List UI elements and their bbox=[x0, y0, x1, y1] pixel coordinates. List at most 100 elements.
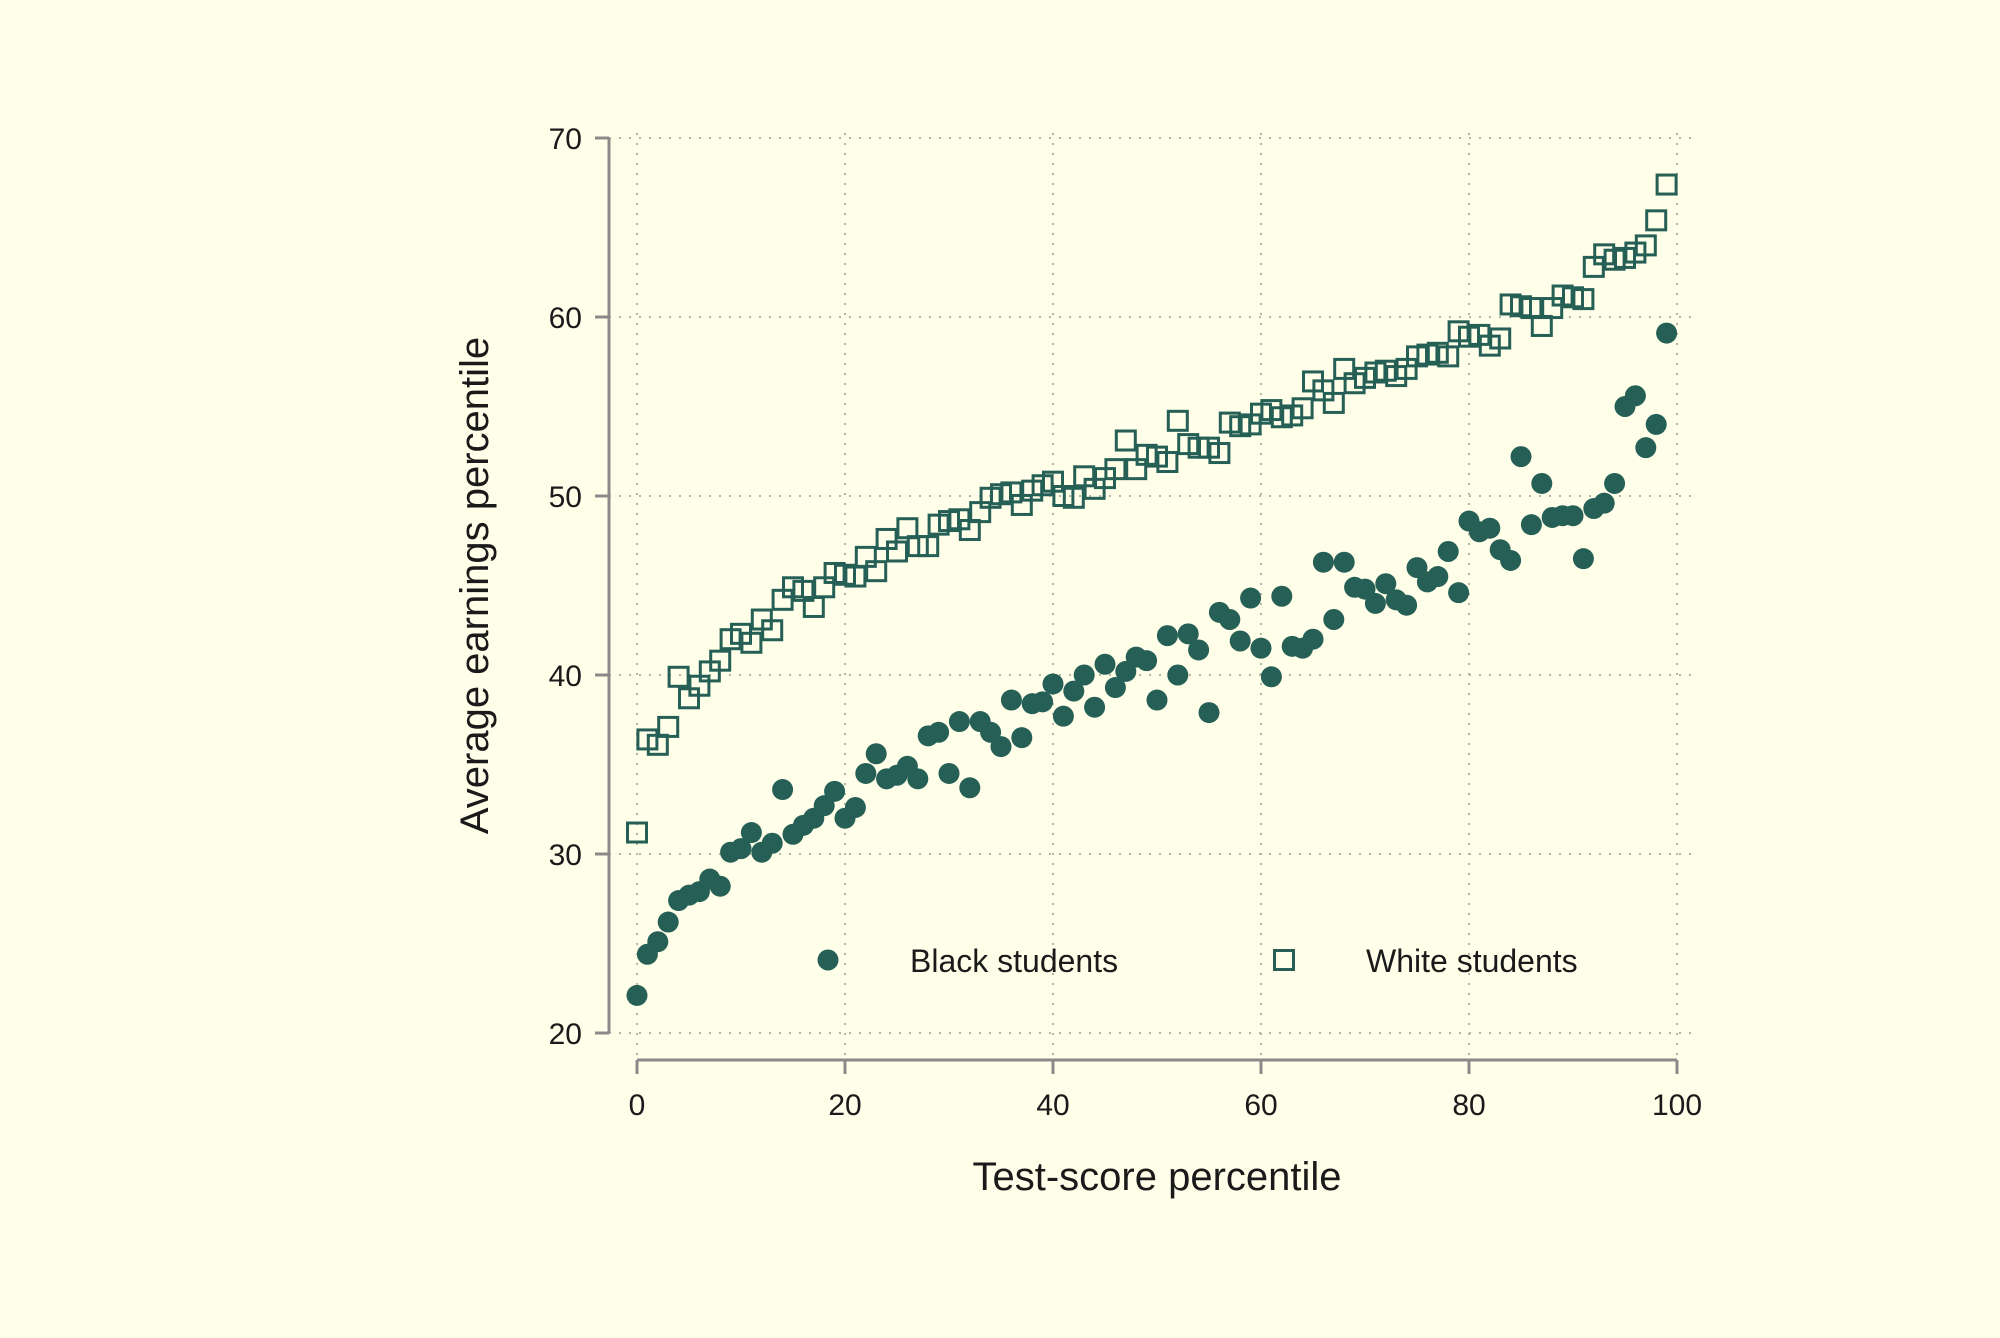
white-student-point bbox=[1114, 429, 1137, 452]
black-student-point bbox=[1167, 664, 1189, 686]
y-tick-label: 50 bbox=[549, 481, 582, 514]
black-student-point bbox=[1333, 551, 1355, 573]
black-student-point bbox=[1229, 630, 1251, 652]
black-student-point bbox=[1104, 677, 1126, 699]
black-student-point bbox=[1396, 594, 1418, 616]
x-tick-label: 0 bbox=[629, 1089, 646, 1122]
white-student-point bbox=[1166, 409, 1189, 432]
black-student-point bbox=[1645, 413, 1667, 435]
black-student-point bbox=[1427, 566, 1449, 588]
black-student-point bbox=[1562, 505, 1584, 527]
y-tick-label: 30 bbox=[549, 839, 582, 872]
white-student-point bbox=[740, 631, 763, 654]
white-student-point bbox=[761, 619, 784, 642]
black-student-point bbox=[1219, 609, 1241, 631]
black-student-point bbox=[907, 768, 929, 790]
white-student-point bbox=[626, 821, 648, 844]
black-student-point bbox=[1500, 549, 1522, 571]
black-student-point bbox=[1520, 514, 1542, 536]
black-student-point bbox=[855, 762, 877, 784]
y-tick-label: 60 bbox=[549, 302, 582, 335]
white-student-point bbox=[709, 649, 732, 672]
black-student-point bbox=[1156, 625, 1178, 647]
black-student-point bbox=[1271, 585, 1293, 607]
y-tick-label: 70 bbox=[549, 123, 582, 156]
black-student-point bbox=[1604, 472, 1626, 494]
black-student-point bbox=[1635, 437, 1657, 459]
black-student-point bbox=[1146, 689, 1168, 711]
black-student-point bbox=[1198, 702, 1220, 724]
white-student-point bbox=[1208, 442, 1231, 465]
black-student-point bbox=[1312, 551, 1334, 573]
black-student-point bbox=[1136, 650, 1158, 672]
white-student-point bbox=[1572, 288, 1595, 311]
black-student-point bbox=[824, 780, 846, 802]
black-student-point bbox=[1250, 637, 1272, 659]
legend-black-students: Black students bbox=[817, 943, 1118, 979]
black-student-point bbox=[1011, 727, 1033, 749]
black-student-point bbox=[1042, 673, 1064, 695]
legend-black-students-label: Black students bbox=[910, 943, 1118, 979]
black-student-point bbox=[865, 743, 887, 765]
white-student-point bbox=[1104, 458, 1127, 481]
black-student-point bbox=[928, 721, 950, 743]
black-student-point bbox=[1240, 587, 1262, 609]
white-student-point bbox=[1322, 391, 1345, 414]
black-student-point bbox=[1323, 609, 1345, 631]
black-student-point bbox=[657, 911, 679, 933]
black-student-point bbox=[1063, 680, 1085, 702]
black-student-point bbox=[772, 779, 794, 801]
black-student-point bbox=[1624, 385, 1646, 407]
black-student-point bbox=[990, 736, 1012, 758]
legend-black-students-marker bbox=[817, 949, 839, 971]
legend-white-students-label: White students bbox=[1366, 943, 1578, 979]
data-points bbox=[626, 173, 1678, 1006]
y-axis-title: Average earnings percentile bbox=[453, 337, 497, 834]
axis-ticks: 20 30 40 50 60 70 0 20 40 60 80 100 bbox=[549, 123, 1702, 1122]
series-white-students bbox=[626, 173, 1678, 844]
black-student-point bbox=[1084, 696, 1106, 718]
white-student-point bbox=[1634, 234, 1657, 257]
black-student-point bbox=[1448, 582, 1470, 604]
x-tick-label: 60 bbox=[1244, 1089, 1277, 1122]
grid-lines bbox=[609, 133, 1699, 1060]
x-axis-title: Test-score percentile bbox=[972, 1155, 1341, 1199]
black-student-point bbox=[1375, 573, 1397, 595]
black-student-point bbox=[1260, 666, 1282, 688]
black-student-point bbox=[938, 762, 960, 784]
white-student-point bbox=[917, 535, 940, 558]
x-tick-label: 20 bbox=[828, 1089, 861, 1122]
black-student-point bbox=[1000, 689, 1022, 711]
white-student-point bbox=[1655, 173, 1678, 196]
black-student-point bbox=[730, 838, 752, 860]
black-student-point bbox=[948, 711, 970, 733]
white-student-point bbox=[657, 715, 680, 738]
black-student-point bbox=[626, 984, 648, 1006]
black-student-point bbox=[740, 822, 762, 844]
black-student-point bbox=[1364, 592, 1386, 614]
black-student-point bbox=[1188, 639, 1210, 661]
y-tick-label: 40 bbox=[549, 660, 582, 693]
white-student-point bbox=[1645, 209, 1668, 232]
black-student-point bbox=[709, 875, 731, 897]
black-student-point bbox=[1479, 517, 1501, 539]
black-student-point bbox=[1032, 691, 1054, 713]
black-student-point bbox=[1437, 540, 1459, 562]
axes bbox=[607, 138, 1677, 1062]
series-black-students bbox=[626, 322, 1678, 1006]
white-student-point bbox=[896, 517, 919, 540]
black-student-point bbox=[959, 777, 981, 799]
black-student-point bbox=[1094, 653, 1116, 675]
black-student-point bbox=[1302, 628, 1324, 650]
black-student-point bbox=[1177, 623, 1199, 645]
black-student-point bbox=[1572, 548, 1594, 570]
x-tick-label: 40 bbox=[1036, 1089, 1069, 1122]
x-tick-label: 80 bbox=[1452, 1089, 1485, 1122]
black-student-point bbox=[647, 931, 669, 953]
black-student-point bbox=[1510, 446, 1532, 468]
white-student-point bbox=[1062, 486, 1085, 509]
black-student-point bbox=[1656, 322, 1678, 344]
white-student-point bbox=[667, 665, 690, 688]
